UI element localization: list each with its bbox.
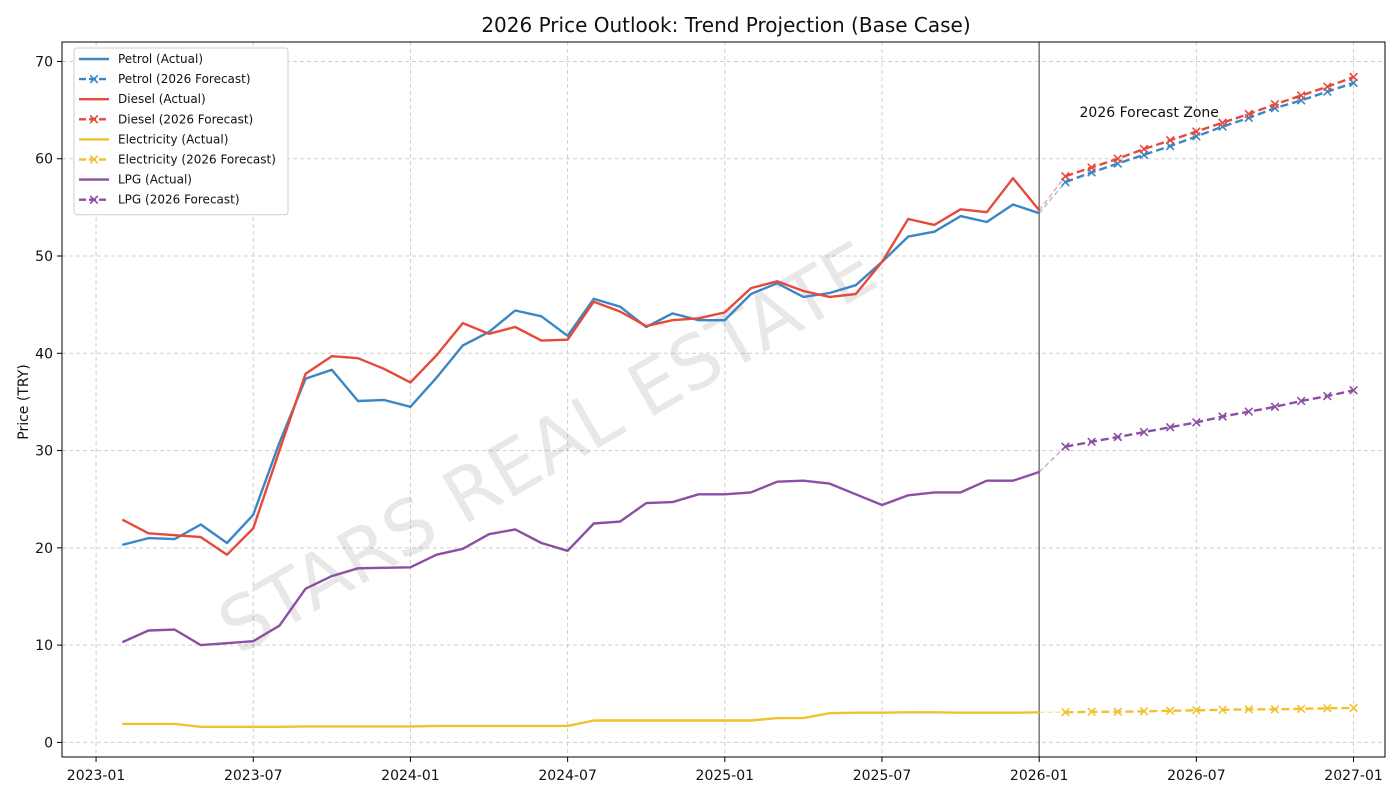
- marker-diesel-2026-forecast: [1061, 171, 1070, 181]
- marker-electricity-2026-forecast: [1113, 707, 1123, 717]
- marker-electricity-2026-forecast: [1061, 707, 1070, 717]
- marker-electricity-2026-forecast: [1296, 704, 1306, 714]
- connector-diesel-actual: [1038, 175, 1067, 211]
- marker-diesel-2026-forecast: [1349, 72, 1358, 82]
- x-tick-label: 2023-07: [224, 768, 283, 784]
- x-tick-label: 2025-07: [853, 768, 912, 784]
- marker-diesel-2026-forecast: [1244, 109, 1254, 119]
- marker-lpg-2026-forecast: [1322, 391, 1332, 401]
- x-tick-label: 2026-01: [1010, 768, 1069, 784]
- series-line-lpg-actual: [121, 470, 1040, 647]
- marker-lpg-2026-forecast: [1061, 442, 1070, 452]
- legend-label-electricity-actual: Electricity (Actual): [118, 132, 228, 146]
- legend-label-lpg-2026-forecast: LPG (2026 Forecast): [118, 193, 240, 207]
- legend: Petrol (Actual) Petrol (2026 Forecast) Die…: [73, 47, 289, 216]
- marker-electricity-2026-forecast: [1087, 707, 1096, 717]
- legend-marker-lpg-2026-forecast: [89, 195, 99, 205]
- legend-label-electricity-2026-forecast: Electricity (2026 Forecast): [118, 153, 276, 167]
- chart-title: 2026 Price Outlook: Trend Projection (Ba…: [481, 13, 970, 37]
- marker-electricity-2026-forecast: [1192, 705, 1201, 715]
- marker-lpg-2026-forecast: [1270, 402, 1280, 412]
- marker-petrol-2026-forecast: [1244, 113, 1254, 123]
- marker-diesel-2026-forecast: [1113, 154, 1123, 164]
- legend-marker-diesel-2026-forecast: [89, 114, 99, 124]
- marker-lpg-2026-forecast: [1087, 437, 1096, 447]
- y-tick-label: 10: [35, 638, 53, 654]
- marker-diesel-2026-forecast: [1270, 99, 1280, 109]
- marker-lpg-2026-forecast: [1113, 432, 1123, 442]
- y-tick-label: 0: [44, 735, 53, 751]
- series-line-electricity-2026-forecast: [1065, 706, 1354, 714]
- y-tick-label: 40: [35, 346, 53, 362]
- series-line-lpg-2026-forecast: [1065, 389, 1354, 448]
- marker-diesel-2026-forecast: [1192, 127, 1201, 136]
- plot-frame: [61, 41, 1386, 758]
- y-axis-label: Price (TRY): [16, 364, 32, 439]
- connector-lpg-actual: [1038, 446, 1066, 473]
- marker-electricity-2026-forecast: [1270, 704, 1280, 714]
- marker-diesel-2026-forecast: [1139, 144, 1149, 154]
- marker-lpg-2026-forecast: [1139, 427, 1149, 437]
- series-line-petrol-2026-forecast: [1064, 81, 1354, 184]
- marker-diesel-2026-forecast: [1296, 91, 1306, 100]
- marker-electricity-2026-forecast: [1165, 706, 1175, 716]
- marker-lpg-2026-forecast: [1244, 407, 1254, 417]
- series-line-petrol-actual: [121, 203, 1040, 547]
- connector-petrol-actual: [1038, 181, 1066, 214]
- marker-lpg-2026-forecast: [1165, 422, 1175, 432]
- marker-diesel-2026-forecast: [1165, 135, 1175, 145]
- x-tick-label: 2027-01: [1324, 768, 1383, 784]
- x-tick-label: 2024-07: [538, 768, 597, 784]
- marker-diesel-2026-forecast: [1322, 82, 1332, 92]
- watermark: STARS REAL ESTATE: [204, 225, 890, 671]
- legend-label-petrol-2026-forecast: Petrol (2026 Forecast): [118, 72, 251, 86]
- x-tick-label: 2025-01: [696, 768, 755, 784]
- y-tick-label: 50: [35, 249, 53, 265]
- marker-diesel-2026-forecast: [1087, 163, 1096, 172]
- marker-lpg-2026-forecast: [1218, 412, 1227, 421]
- legend-label-diesel-actual: Diesel (Actual): [118, 92, 206, 106]
- series-line-diesel-actual: [121, 176, 1041, 556]
- marker-electricity-2026-forecast: [1349, 703, 1358, 713]
- marker-lpg-2026-forecast: [1296, 396, 1306, 406]
- marker-electricity-2026-forecast: [1244, 704, 1254, 714]
- x-tick-label: 2024-01: [381, 768, 440, 784]
- legend-marker-electricity-2026-forecast: [89, 155, 99, 164]
- series-line-diesel-2026-forecast: [1065, 75, 1355, 178]
- marker-electricity-2026-forecast: [1322, 703, 1332, 713]
- marker-lpg-2026-forecast: [1192, 417, 1201, 427]
- x-tick-label: 2026-07: [1167, 768, 1226, 784]
- y-tick-label: 60: [35, 152, 53, 168]
- marker-electricity-2026-forecast: [1139, 706, 1149, 716]
- legend-box: [73, 47, 289, 216]
- y-tick-label: 20: [35, 541, 53, 557]
- x-tick-label: 2023-01: [67, 768, 126, 784]
- series-line-electricity-actual: [122, 711, 1040, 728]
- marker-lpg-2026-forecast: [1349, 385, 1358, 395]
- y-tick-label: 30: [35, 444, 53, 460]
- forecast-zone-annotation: 2026 Forecast Zone: [1080, 105, 1219, 121]
- y-tick-label: 70: [35, 54, 53, 70]
- marker-diesel-2026-forecast: [1218, 118, 1227, 128]
- legend-label-lpg-actual: LPG (Actual): [118, 173, 192, 187]
- marker-electricity-2026-forecast: [1218, 705, 1227, 715]
- legend-label-diesel-2026-forecast: Diesel (2026 Forecast): [118, 112, 253, 126]
- legend-marker-petrol-2026-forecast: [89, 74, 99, 84]
- legend-label-petrol-actual: Petrol (Actual): [118, 52, 203, 66]
